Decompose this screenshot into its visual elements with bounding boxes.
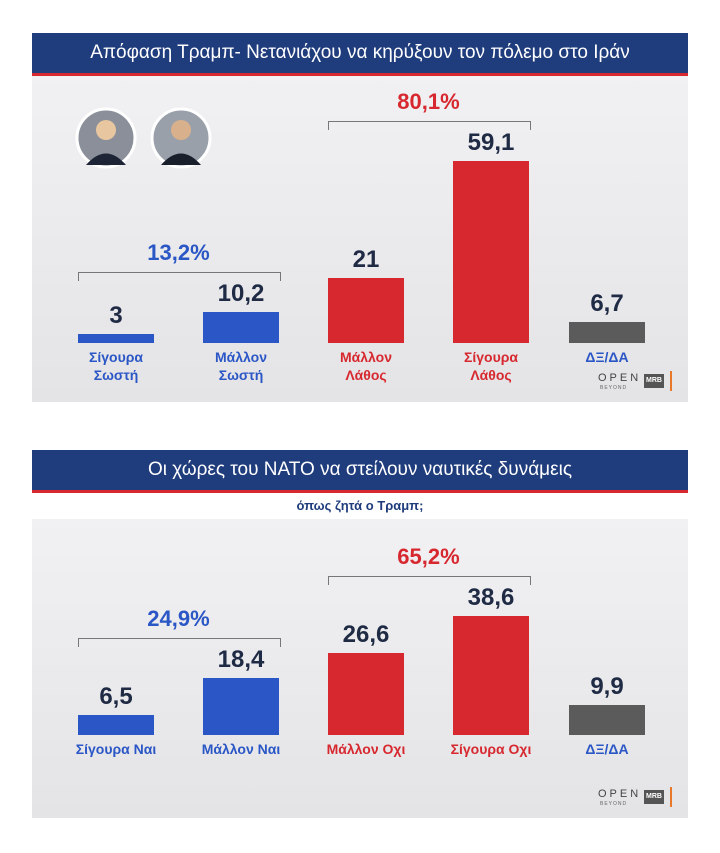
data-label: 26,6 [342, 621, 390, 649]
logo: OPEN [598, 372, 642, 384]
chart-title: Οι χώρες του ΝΑΤΟ να στείλουν ναυτικές δ… [32, 450, 688, 493]
portrait-suit [86, 153, 126, 165]
group-label: 13,2% [147, 239, 210, 265]
badge: MRB [644, 790, 664, 804]
bar [569, 322, 645, 343]
group-label: 65,2% [397, 544, 460, 570]
category-label: ΔΞ/ΔΑ [585, 741, 629, 757]
portrait-face [171, 120, 191, 140]
group-bracket [78, 638, 281, 648]
chart-subtitle: όπως ζητά ο Τραμπ; [32, 493, 688, 519]
category-label: Μάλλον Οχι [326, 741, 406, 757]
data-label: 3 [109, 301, 123, 329]
bar [78, 333, 154, 343]
category-label: Σίγουρα Σωστή [88, 349, 144, 383]
data-label: 21 [352, 246, 380, 274]
data-label: 10,2 [217, 279, 265, 307]
group-bracket [328, 120, 531, 130]
category-label: ΔΞ/ΔΑ [585, 349, 629, 365]
bar [569, 704, 645, 735]
panel [32, 73, 688, 402]
group-bracket [78, 271, 281, 281]
data-label: 59,1 [467, 128, 515, 156]
category-label: Σίγουρα Οχι [450, 741, 532, 757]
logo: OPEN [598, 788, 642, 800]
category-label: Μάλλον Ναι [201, 741, 281, 757]
group-label: 24,9% [147, 606, 210, 632]
portraits [75, 107, 212, 169]
category-label: Μάλλον Σωστή [214, 349, 267, 383]
bar [203, 311, 279, 343]
data-label: 6,7 [590, 290, 624, 318]
data-label: 18,4 [217, 646, 265, 674]
bar [453, 160, 529, 343]
accent [670, 787, 672, 807]
data-label: 6,5 [99, 682, 133, 710]
bar [328, 278, 404, 343]
group-bracket [328, 576, 531, 586]
group-label: 80,1% [397, 88, 460, 114]
data-label: 38,6 [467, 584, 515, 612]
bar [78, 714, 154, 735]
bar [328, 653, 404, 735]
category-label: Σίγουρα Ναι [75, 741, 157, 757]
portrait-suit [161, 153, 201, 165]
portrait-face [96, 120, 116, 140]
logo-sub: BEYOND [600, 801, 628, 807]
accent [670, 371, 672, 391]
bar [453, 616, 529, 735]
bar [203, 678, 279, 735]
chart-title: Απόφαση Τραμπ- Νετανιάχου να κηρύξουν το… [32, 33, 688, 76]
logo-sub: BEYOND [600, 385, 628, 391]
category-label: Σίγουρα Λάθος [463, 349, 519, 383]
category-label: Μάλλον Λάθος [339, 349, 392, 383]
data-label: 9,9 [590, 672, 624, 700]
badge: MRB [644, 374, 664, 388]
